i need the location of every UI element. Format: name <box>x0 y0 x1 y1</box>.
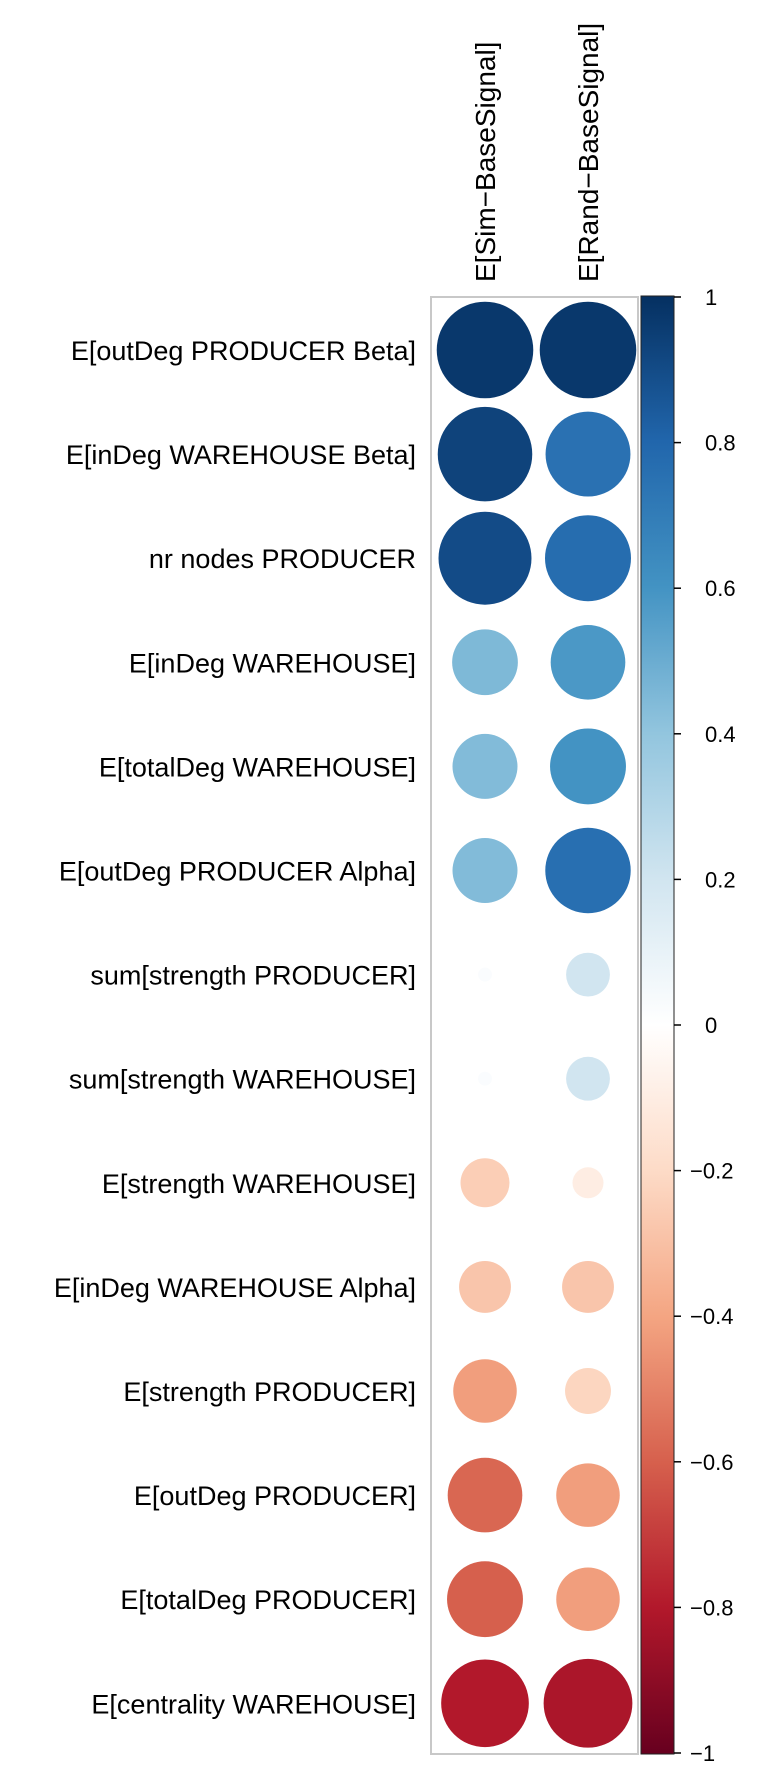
colorbar-tick-label: 1 <box>705 285 717 310</box>
correlation-circle <box>545 515 631 602</box>
row-label: E[totalDeg WAREHOUSE] <box>99 752 416 782</box>
colorbar-tick-label: −1 <box>690 1741 715 1766</box>
colorbar <box>640 295 675 1755</box>
correlation-circle <box>562 1260 614 1313</box>
colorbar-tick-label: 0.2 <box>705 867 736 892</box>
row-label: E[centrality WAREHOUSE] <box>91 1689 416 1719</box>
correlation-circle <box>436 301 534 399</box>
column-labels: E[Sim−BaseSignal] E[Rand−BaseSignal] <box>470 23 604 282</box>
correlation-circles <box>436 301 637 1748</box>
correlation-circle <box>550 728 626 805</box>
correlation-circle <box>545 827 631 914</box>
correlation-circle <box>453 1359 517 1423</box>
plot-frame <box>430 296 639 1755</box>
correlation-circle <box>447 1561 523 1638</box>
colorbar-tick-label: −0.6 <box>690 1450 733 1475</box>
column-label: E[Sim−BaseSignal] <box>470 42 501 282</box>
colorbar-tick-label: 0.8 <box>705 431 736 456</box>
correlation-circle <box>556 1567 620 1631</box>
correlation-circle <box>565 1368 611 1414</box>
correlation-circle <box>566 1056 610 1101</box>
correlation-circle <box>566 952 610 997</box>
correlation-circle <box>543 1658 633 1748</box>
correlation-circle <box>447 1457 523 1533</box>
correlation-circle <box>441 1659 529 1748</box>
row-label: sum[strength PRODUCER] <box>90 961 416 991</box>
correlation-circle <box>545 411 631 497</box>
colorbar-tick-label: −0.2 <box>690 1159 733 1184</box>
colorbar-tick-label: −0.8 <box>690 1595 733 1620</box>
row-label: E[outDeg PRODUCER Alpha] <box>59 857 416 887</box>
colorbar-tick-label: 0 <box>705 1013 717 1038</box>
row-label: nr nodes PRODUCER <box>149 544 416 574</box>
row-label: E[outDeg PRODUCER] <box>134 1481 416 1511</box>
correlation-circle <box>556 1463 620 1527</box>
colorbar-tick-label: 0.6 <box>705 576 736 601</box>
correlation-circle <box>437 406 533 502</box>
row-label: E[inDeg WAREHOUSE] <box>129 648 416 678</box>
column-label: E[Rand−BaseSignal] <box>573 23 604 282</box>
correlation-circle <box>478 967 492 982</box>
correlation-circle <box>572 1167 604 1199</box>
row-label: E[inDeg WAREHOUSE Beta] <box>66 440 416 470</box>
correlation-circle <box>459 1260 511 1313</box>
correlation-circle <box>438 511 532 605</box>
correlation-circle <box>550 624 626 700</box>
row-label: E[strength PRODUCER] <box>123 1377 416 1407</box>
correlation-circle <box>478 1071 492 1086</box>
correlation-circle <box>460 1158 510 1208</box>
correlation-circle <box>452 629 518 696</box>
row-label: E[outDeg PRODUCER Beta] <box>71 336 416 366</box>
correlation-circle <box>452 838 518 903</box>
row-label: E[inDeg WAREHOUSE Alpha] <box>54 1273 416 1303</box>
row-label: sum[strength WAREHOUSE] <box>69 1065 416 1095</box>
row-labels: E[outDeg PRODUCER Beta] E[inDeg WAREHOUSE… <box>54 336 416 1719</box>
colorbar-ticks: 1 0.8 0.6 0.4 0.2 0 −0.2 −0.4 −0.6 −0.8 −1 <box>674 285 736 1766</box>
row-label: E[strength WAREHOUSE] <box>102 1169 416 1199</box>
correlation-circle <box>452 733 518 799</box>
row-label: E[totalDeg PRODUCER] <box>120 1585 416 1615</box>
colorbar-tick-label: −0.4 <box>690 1304 733 1329</box>
colorbar-tick-label: 0.4 <box>705 722 736 747</box>
correlation-circle <box>539 301 637 399</box>
